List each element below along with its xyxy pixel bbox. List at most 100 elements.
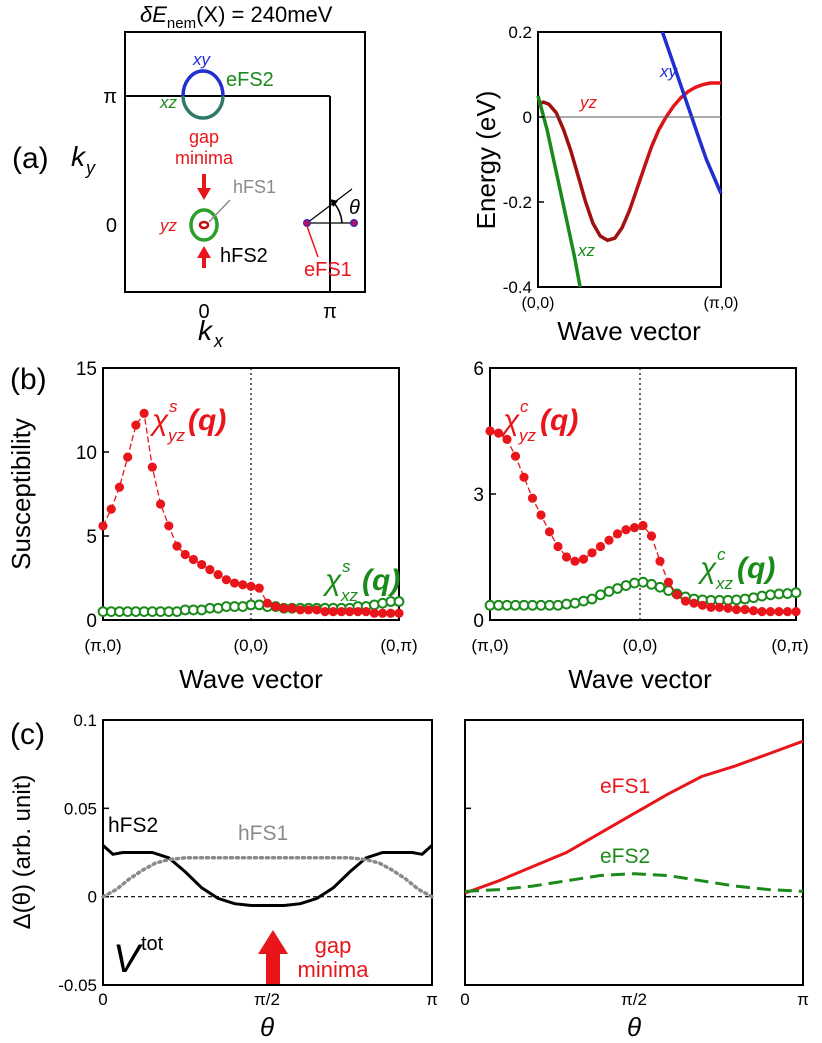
data-point-red xyxy=(740,604,750,615)
data-point-red xyxy=(748,606,759,616)
data-point-green xyxy=(603,586,615,597)
svg-text:xz: xz xyxy=(340,586,359,605)
label-c-hfs2: hFS2 xyxy=(108,814,158,837)
data-point-green xyxy=(493,599,504,611)
data-point-green xyxy=(739,593,751,605)
band-ytick-label: 0 xyxy=(523,108,532,127)
data-point-red xyxy=(279,603,289,613)
data-point-red xyxy=(106,504,116,514)
panel-c-left: (c) 0.10.050-0.05 0 π/2 π θ Δ(θ) (arb. u… xyxy=(9,711,438,1042)
chi-c-series xyxy=(484,426,802,617)
label-c-minima: minima xyxy=(298,957,370,982)
data-point-red xyxy=(353,607,363,617)
data-point-red xyxy=(139,408,149,418)
data-point-green xyxy=(393,596,405,607)
data-point-red xyxy=(595,541,606,552)
label-theta: θ xyxy=(349,197,360,219)
efs2-xz-arc xyxy=(181,95,225,120)
label-c-efs2: eFS2 xyxy=(600,845,650,868)
label-c-gap: gap xyxy=(315,933,352,958)
gap-hole-xtick-pi2: π/2 xyxy=(254,990,280,1009)
ytick-0: 0 xyxy=(106,215,117,237)
y-tick-label: 10 xyxy=(76,443,97,464)
y-tick-label: 0 xyxy=(473,611,484,632)
chi-c-xz-label: χ c xz (q) xyxy=(697,545,775,593)
data-point-red xyxy=(561,552,572,562)
panel-c-right: 0 π/2 π θ eFS1 eFS2 xyxy=(460,719,809,1042)
data-point-red xyxy=(131,420,141,430)
data-point-red xyxy=(697,600,708,610)
arrow-down-icon xyxy=(197,174,211,200)
svg-text:y: y xyxy=(84,158,96,178)
data-point-red xyxy=(369,608,379,618)
svg-text:yz: yz xyxy=(518,426,537,445)
band-line-yz xyxy=(537,81,721,243)
efs1-dot-left xyxy=(303,219,311,227)
data-point-red xyxy=(295,605,305,615)
y-tick-label: 3 xyxy=(473,485,484,506)
data-point-green xyxy=(544,599,555,611)
data-point-red xyxy=(493,428,504,438)
panel-label-c: (c) xyxy=(10,718,45,751)
data-point-red xyxy=(155,499,166,509)
label-hfs1: hFS1 xyxy=(233,177,276,197)
data-point-red xyxy=(714,602,725,613)
band-curves xyxy=(536,31,723,288)
data-point-red xyxy=(287,603,297,613)
data-point-green xyxy=(595,589,606,601)
panel-label-b: (b) xyxy=(10,363,47,396)
xtick-pi: π xyxy=(323,301,337,323)
data-point-red xyxy=(510,451,521,461)
y-tick-label: 0 xyxy=(86,611,97,632)
data-point-red xyxy=(502,434,512,444)
diagram-title: δEnem(X) = 240meV xyxy=(140,2,333,32)
band-ytick-label: -0.2 xyxy=(503,193,532,212)
chi-s-xlabel: Wave vector xyxy=(179,664,323,694)
chi-c-xtick-00: (0,0) xyxy=(623,636,658,655)
data-point-red xyxy=(188,554,199,565)
data-point-green xyxy=(782,588,793,599)
data-point-red xyxy=(238,580,248,590)
y-tick-label: -0.05 xyxy=(58,976,97,995)
data-point-red xyxy=(655,556,665,566)
gap-hole-ylabel: Δ(θ) (arb. unit) xyxy=(9,775,36,930)
gap-electron-plot-frame xyxy=(464,719,804,986)
y-tick-label: 15 xyxy=(76,359,97,380)
chi-s-xz-label: χ s xz (q) xyxy=(322,557,400,605)
band-y-ticks: 0.2 0 -0.2 -0.4 xyxy=(503,23,544,297)
data-point-green xyxy=(561,598,572,610)
data-point-green xyxy=(552,599,564,611)
data-point-red xyxy=(791,607,801,617)
data-point-red xyxy=(570,556,580,566)
panel-a-left: (a) δEnem(X) = 240meV xy xz eFS2 hFS1 yz… xyxy=(12,2,366,351)
svg-text:c: c xyxy=(520,397,529,416)
label-efs1: eFS1 xyxy=(304,259,352,281)
data-point-green xyxy=(637,576,649,588)
data-point-red xyxy=(254,583,264,593)
svg-text:s: s xyxy=(169,397,178,416)
data-point-green xyxy=(722,594,734,606)
theta-arc xyxy=(333,202,343,224)
data-point-red xyxy=(629,523,640,533)
data-point-red xyxy=(706,602,716,613)
band-label-yz: yz xyxy=(579,93,598,112)
svg-text:χ: χ xyxy=(322,564,342,597)
band-label-xz: xz xyxy=(577,241,596,260)
data-point-red xyxy=(221,575,231,585)
data-point-green xyxy=(569,597,581,609)
hfs1-pointer xyxy=(208,199,231,223)
gap-electron-xlabel: θ xyxy=(627,1012,641,1042)
gap-line-hFS2 xyxy=(101,844,434,907)
gap-line-eFS1 xyxy=(464,739,804,895)
data-point-red xyxy=(123,452,133,462)
y-tick-label: 6 xyxy=(473,359,484,380)
data-point-red xyxy=(197,559,207,570)
svg-text:c: c xyxy=(717,545,726,564)
data-point-green xyxy=(612,583,623,594)
data-point-red xyxy=(638,520,648,531)
svg-text:yz: yz xyxy=(167,426,186,445)
data-point-green xyxy=(501,599,513,611)
band-ytick-label: -0.4 xyxy=(503,278,532,297)
